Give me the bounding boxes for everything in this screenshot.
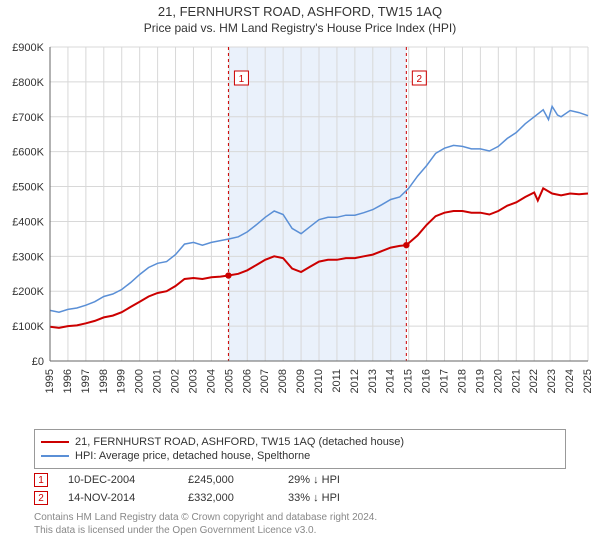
legend-box: 21, FERNHURST ROAD, ASHFORD, TW15 1AQ (d… bbox=[34, 429, 566, 469]
legend-row: HPI: Average price, detached house, Spel… bbox=[41, 450, 559, 462]
y-tick-label: £200K bbox=[12, 286, 44, 298]
y-tick-label: £800K bbox=[12, 77, 44, 89]
marker-badge-label: 2 bbox=[417, 74, 423, 85]
x-tick-label: 2012 bbox=[349, 369, 361, 393]
x-tick-label: 1995 bbox=[44, 369, 56, 393]
x-tick-label: 2008 bbox=[277, 369, 289, 393]
y-tick-label: £500K bbox=[12, 182, 44, 194]
x-tick-label: 2013 bbox=[367, 369, 379, 393]
x-tick-label: 2011 bbox=[331, 369, 343, 393]
y-tick-label: £400K bbox=[12, 216, 44, 228]
title-line2: Price paid vs. HM Land Registry's House … bbox=[0, 19, 600, 41]
marker-row-badge: 1 bbox=[34, 473, 48, 487]
x-tick-label: 2022 bbox=[528, 369, 540, 393]
x-tick-label: 2006 bbox=[241, 369, 253, 393]
x-tick-label: 2002 bbox=[170, 369, 182, 393]
x-tick-label: 2024 bbox=[564, 369, 576, 393]
legend-swatch bbox=[41, 455, 69, 457]
legend-swatch bbox=[41, 441, 69, 443]
y-tick-label: £600K bbox=[12, 147, 44, 159]
sale-marker bbox=[225, 272, 231, 278]
y-tick-label: £0 bbox=[32, 356, 44, 368]
title-line1: 21, FERNHURST ROAD, ASHFORD, TW15 1AQ bbox=[0, 0, 600, 19]
y-tick-label: £900K bbox=[12, 42, 44, 54]
x-tick-label: 2000 bbox=[134, 369, 146, 393]
x-tick-label: 1996 bbox=[62, 369, 74, 393]
x-tick-label: 2020 bbox=[492, 369, 504, 393]
marker-badge-label: 1 bbox=[239, 74, 245, 85]
legend-label: 21, FERNHURST ROAD, ASHFORD, TW15 1AQ (d… bbox=[75, 436, 404, 448]
legend-row: 21, FERNHURST ROAD, ASHFORD, TW15 1AQ (d… bbox=[41, 436, 559, 448]
marker-row-pct: 33% ↓ HPI bbox=[288, 492, 378, 504]
x-tick-label: 2010 bbox=[313, 369, 325, 393]
marker-row-price: £245,000 bbox=[188, 474, 268, 486]
marker-row: 1 10-DEC-2004 £245,000 29% ↓ HPI bbox=[34, 473, 566, 487]
marker-row-date: 14-NOV-2014 bbox=[68, 492, 168, 504]
x-tick-label: 1999 bbox=[116, 369, 128, 393]
legend-label: HPI: Average price, detached house, Spel… bbox=[75, 450, 310, 462]
x-tick-label: 2015 bbox=[403, 369, 415, 393]
marker-row-price: £332,000 bbox=[188, 492, 268, 504]
x-tick-label: 2001 bbox=[152, 369, 164, 393]
marker-row: 2 14-NOV-2014 £332,000 33% ↓ HPI bbox=[34, 491, 566, 505]
marker-row-pct: 29% ↓ HPI bbox=[288, 474, 378, 486]
marker-row-badge: 2 bbox=[34, 491, 48, 505]
x-tick-label: 2023 bbox=[546, 369, 558, 393]
x-tick-label: 2014 bbox=[385, 369, 397, 393]
x-tick-label: 1998 bbox=[98, 369, 110, 393]
x-tick-label: 2025 bbox=[582, 369, 594, 393]
x-tick-label: 2019 bbox=[474, 369, 486, 393]
marker-table: 1 10-DEC-2004 £245,000 29% ↓ HPI 2 14-NOV-201… bbox=[34, 473, 566, 505]
marker-row-date: 10-DEC-2004 bbox=[68, 474, 168, 486]
y-tick-label: £700K bbox=[12, 112, 44, 124]
x-tick-label: 2018 bbox=[456, 369, 468, 393]
x-tick-label: 2016 bbox=[421, 369, 433, 393]
x-tick-label: 2021 bbox=[510, 369, 522, 393]
x-tick-label: 2003 bbox=[187, 369, 199, 393]
x-tick-label: 2009 bbox=[295, 369, 307, 393]
x-tick-label: 2007 bbox=[259, 369, 271, 393]
shaded-band bbox=[228, 47, 406, 361]
x-tick-label: 2005 bbox=[223, 369, 235, 393]
x-tick-label: 1997 bbox=[80, 369, 92, 393]
footnote-line2: This data is licensed under the Open Gov… bbox=[34, 524, 566, 537]
x-tick-label: 2004 bbox=[205, 369, 217, 393]
chart: £0 £100K £200K £300K £400K £500K £600K £700K £80… bbox=[0, 41, 600, 421]
sale-marker bbox=[403, 242, 409, 248]
footnote-line1: Contains HM Land Registry data © Crown c… bbox=[34, 511, 566, 524]
x-tick-label: 2017 bbox=[439, 369, 451, 393]
y-tick-label: £300K bbox=[12, 251, 44, 263]
y-tick-label: £100K bbox=[12, 321, 44, 333]
footnote: Contains HM Land Registry data © Crown c… bbox=[34, 511, 566, 537]
